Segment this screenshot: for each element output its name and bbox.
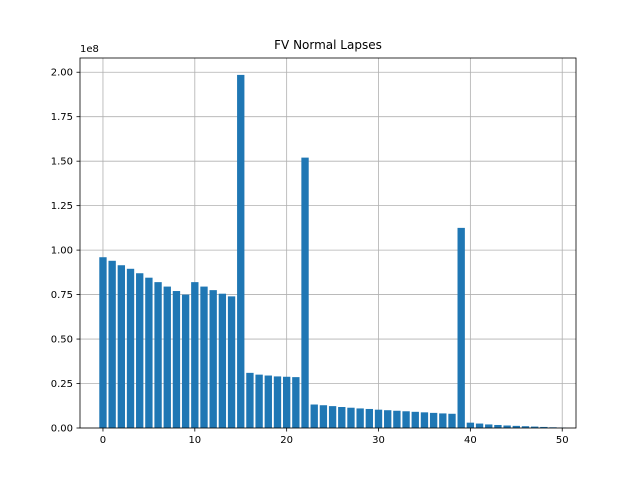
x-tick-label: 40 [464, 435, 477, 446]
bar [485, 424, 493, 428]
y-tick-label: 1.50 [51, 157, 73, 168]
x-tick-label: 50 [556, 435, 569, 446]
bar [347, 407, 355, 428]
bar [319, 405, 328, 428]
bar [374, 409, 383, 428]
bar [237, 74, 245, 428]
bar [301, 157, 309, 428]
bar [163, 286, 171, 428]
bar [181, 294, 190, 428]
bar [154, 282, 162, 428]
bar [365, 408, 374, 428]
bar [99, 257, 107, 428]
bar [384, 410, 392, 428]
y-tick-label: 1.25 [51, 201, 73, 212]
plot-area [80, 58, 576, 428]
bar [420, 412, 429, 428]
y-tick-label: 1.00 [51, 246, 73, 257]
x-tick-label: 30 [372, 435, 385, 446]
bar [246, 372, 254, 428]
bar [503, 425, 511, 428]
y-axis: 0.00 0.25 0.50 0.75 1.00 1.25 1.50 1.75 2.00 [51, 68, 80, 435]
y-tick-label: 0.50 [51, 335, 73, 346]
bar [439, 413, 447, 428]
bar [512, 425, 520, 428]
bar [402, 411, 410, 428]
bar [172, 291, 181, 428]
bar [356, 408, 364, 428]
bar [448, 413, 456, 428]
y-tick-label: 1.75 [51, 112, 73, 123]
bar [200, 286, 208, 428]
bar [475, 423, 484, 428]
bar [218, 293, 227, 428]
bar [136, 273, 144, 428]
bar [466, 422, 475, 428]
bar [310, 404, 318, 428]
bar [108, 260, 116, 428]
bar [540, 426, 548, 428]
x-tick-label: 20 [280, 435, 293, 446]
bar [191, 282, 199, 428]
axes-frame [79, 57, 577, 429]
bar [227, 296, 236, 428]
bar [282, 376, 291, 428]
y-offset-text: 1e8 [80, 44, 99, 55]
bar [521, 426, 530, 428]
y-tick-label: 0.75 [51, 290, 73, 301]
y-tick-label: 0.00 [51, 424, 73, 435]
bar [264, 375, 272, 428]
y-tick-label: 2.00 [51, 68, 73, 79]
x-tick-label: 10 [188, 435, 201, 446]
bar [255, 374, 263, 428]
bar [338, 407, 346, 428]
bar [117, 265, 126, 428]
bar [126, 268, 135, 428]
x-tick-label: 0 [100, 435, 106, 446]
bar [209, 290, 217, 428]
bar [273, 376, 282, 428]
bar [457, 227, 465, 428]
bar [530, 426, 539, 428]
x-axis: 0 10 20 30 40 50 [100, 428, 569, 446]
bar [393, 410, 401, 428]
bar [494, 424, 502, 428]
bar [145, 277, 153, 428]
y-tick-label: 0.25 [51, 379, 73, 390]
bars [99, 74, 566, 428]
bar [429, 412, 438, 428]
chart-title: FV Normal Lapses [274, 38, 382, 52]
bar [328, 406, 337, 428]
bar [292, 377, 300, 428]
bar [411, 411, 419, 428]
